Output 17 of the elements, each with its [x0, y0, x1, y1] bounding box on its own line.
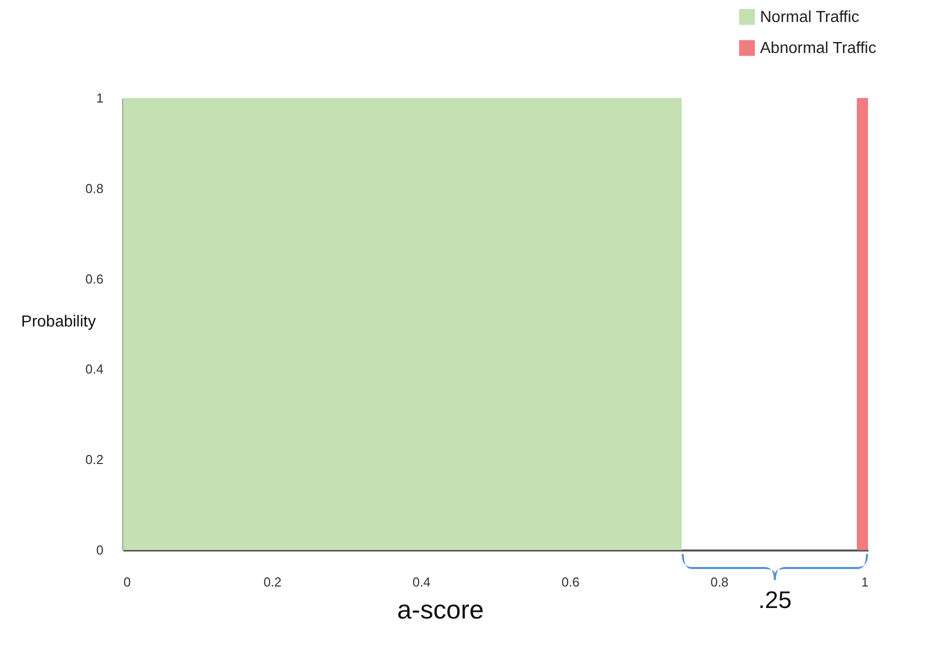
y-tick-label: 0.6	[85, 271, 104, 286]
x-tick-label: 0	[124, 574, 131, 590]
x-axis-title: a-score	[397, 594, 484, 624]
legend-label: Abnormal Traffic	[760, 40, 876, 57]
x-tick-label: 1	[861, 574, 868, 590]
y-axis-title: Probability	[21, 314, 96, 330]
legend-label: Normal Traffic	[760, 9, 860, 26]
text: .25	[758, 587, 792, 614]
x-tick-label: 0.2	[263, 574, 282, 590]
x-tick-label: 0.6	[561, 574, 580, 590]
y-tick-label: 0	[96, 542, 104, 558]
y-tick-label: 0.4	[85, 362, 104, 377]
x-tick-label: 0.8	[710, 574, 729, 590]
y-tick-label: 0.2	[85, 452, 104, 468]
x-tick-label: 0.4	[412, 574, 431, 590]
y-tick-label: 0.8	[85, 180, 104, 196]
y-tick-label: 1	[96, 90, 104, 106]
